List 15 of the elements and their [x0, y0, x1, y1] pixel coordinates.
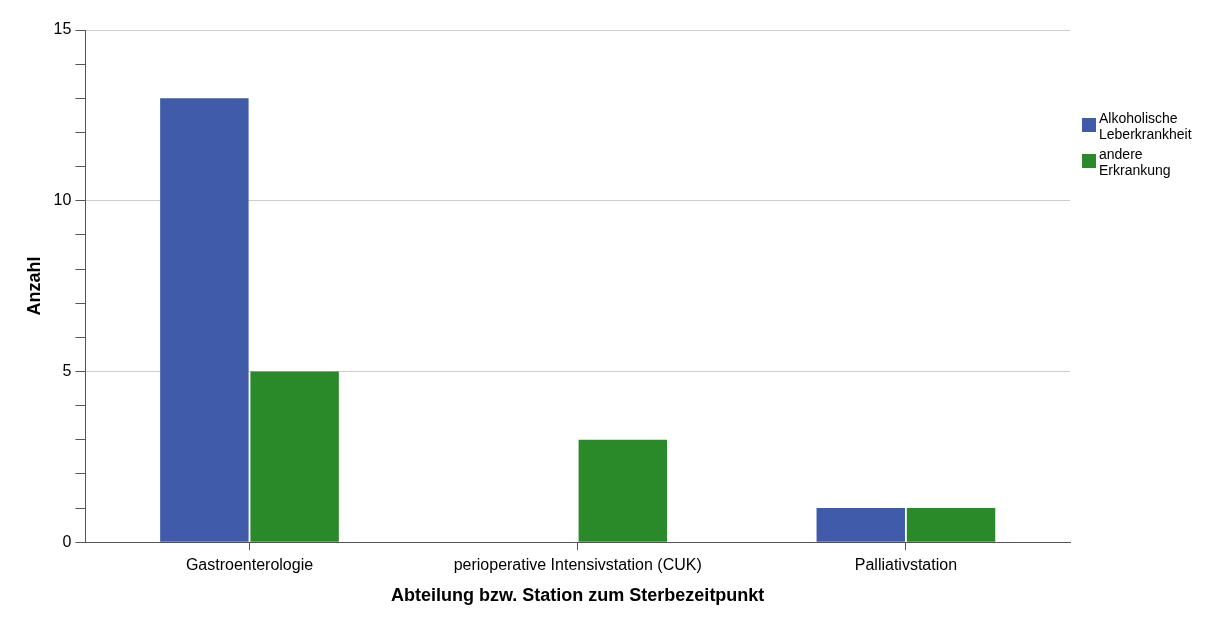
- bar: [160, 98, 249, 542]
- x-tick-label: perioperative Intensivstation (CUK): [453, 556, 702, 574]
- y-axis-title: Anzahl: [23, 256, 44, 316]
- bar: [816, 508, 905, 542]
- bar: [578, 439, 668, 542]
- y-tick-label: 10: [53, 191, 72, 209]
- y-tick-label: 15: [53, 20, 72, 38]
- bar: [250, 371, 339, 542]
- legend-label: andere Erkrankung: [1099, 146, 1172, 178]
- x-axis-title: Abteilung bzw. Station zum Sterbezeitpunkt: [391, 585, 765, 606]
- x-tick-label: Gastroenterologie: [185, 556, 314, 574]
- bar: [906, 508, 996, 542]
- y-tick-label: 0: [62, 532, 72, 550]
- x-tick-label: Palliativstation: [854, 556, 958, 574]
- y-tick-label: 5: [62, 361, 72, 379]
